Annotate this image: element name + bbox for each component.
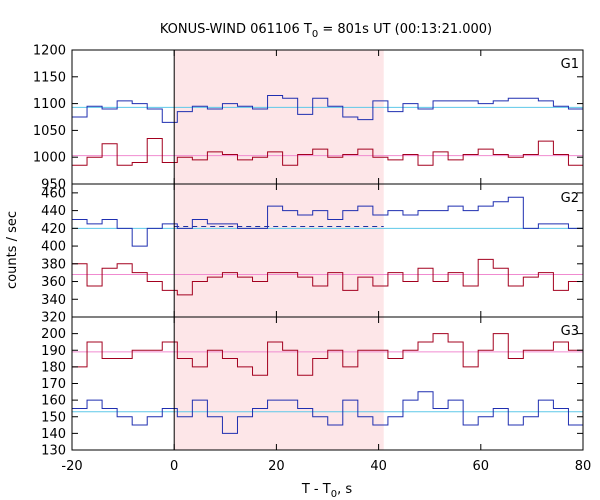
x-tick-label: 0 xyxy=(170,459,178,474)
x-tick-label: 20 xyxy=(268,459,285,474)
panel-label-g2: G2 xyxy=(561,191,579,206)
y-tick-label: 150 xyxy=(41,410,66,425)
x-tick-label: 60 xyxy=(473,459,490,474)
y-tick-label: 950 xyxy=(41,178,66,193)
y-tick-label: 1000 xyxy=(33,151,66,166)
y-tick-label: 190 xyxy=(41,344,66,359)
y-tick-label: 1100 xyxy=(33,97,66,112)
y-axis-label: counts / sec xyxy=(5,211,20,289)
x-tick-label: 80 xyxy=(575,459,592,474)
y-tick-label: 380 xyxy=(41,257,66,272)
y-tick-label: 420 xyxy=(41,222,66,237)
y-tick-label: 1150 xyxy=(33,70,66,85)
panel-g2-series-red xyxy=(72,258,583,296)
x-tick-label: -20 xyxy=(61,459,82,474)
y-tick-label: 1050 xyxy=(33,124,66,139)
panel-g1-series-blue xyxy=(72,95,583,123)
y-tick-label: 1200 xyxy=(33,44,66,59)
y-tick-label: 140 xyxy=(41,427,66,442)
panel-g3-series-red xyxy=(72,333,583,376)
x-axis-label: T - T0, s xyxy=(301,482,352,500)
panel-g1-series-red xyxy=(72,137,583,166)
y-tick-label: 170 xyxy=(41,377,66,392)
y-tick-label: 400 xyxy=(41,240,66,255)
highlight-interval xyxy=(174,50,384,450)
x-tick-label: 40 xyxy=(370,459,387,474)
panel-label-g3: G3 xyxy=(561,324,579,339)
y-tick-label: 340 xyxy=(41,293,66,308)
chart-title: KONUS-WIND 061106 T0 = 801s UT (00:13:21… xyxy=(160,22,492,40)
y-tick-label: 180 xyxy=(41,360,66,375)
panel-g3-series-blue xyxy=(72,391,583,434)
y-tick-label: 160 xyxy=(41,394,66,409)
panel-label-g1: G1 xyxy=(561,57,579,72)
y-tick-label: 460 xyxy=(41,186,66,201)
y-tick-label: 130 xyxy=(41,444,66,459)
y-tick-label: 360 xyxy=(41,275,66,290)
y-tick-label: 200 xyxy=(41,327,66,342)
y-tick-label: 320 xyxy=(41,311,66,326)
panel-g2-series-blue xyxy=(72,196,583,247)
y-tick-label: 440 xyxy=(41,204,66,219)
